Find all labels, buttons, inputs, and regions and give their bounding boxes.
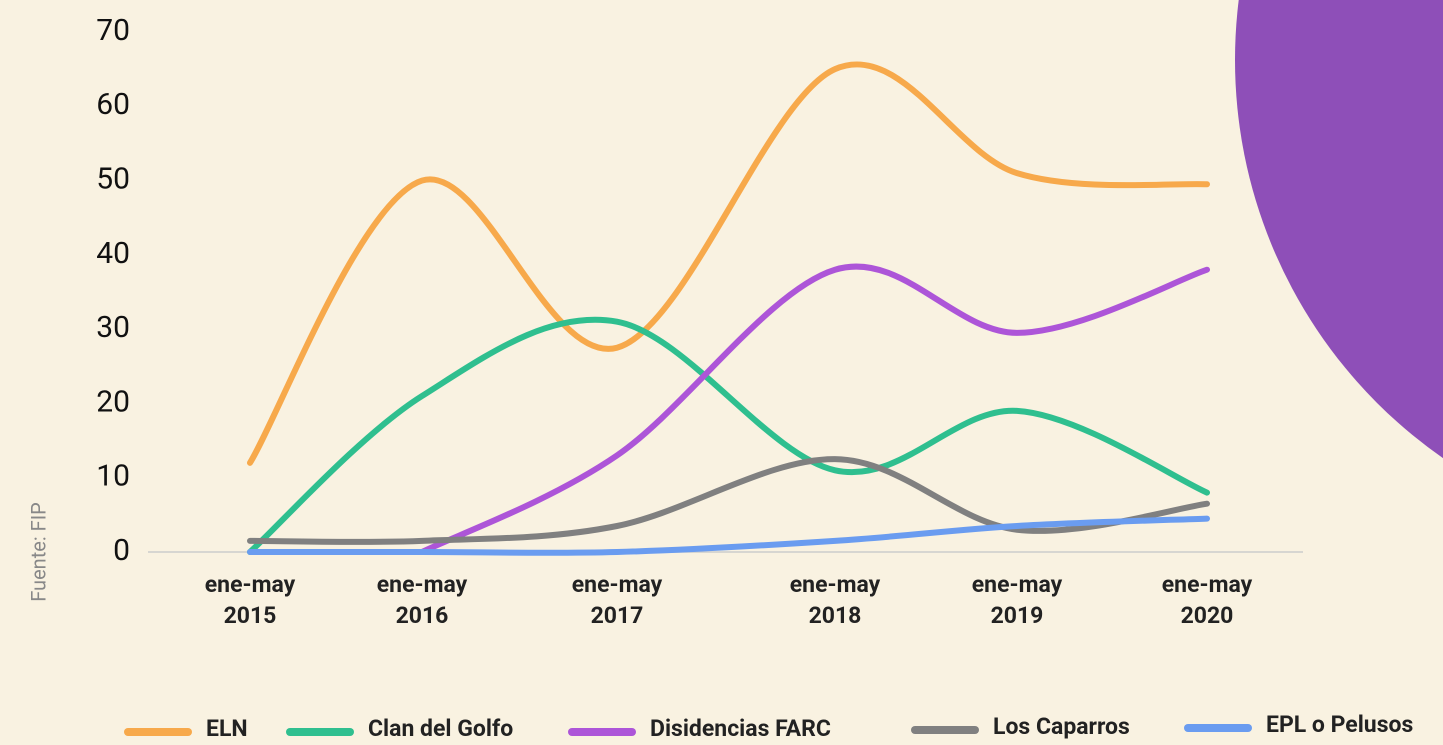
legend-label: Los Caparros	[993, 713, 1130, 740]
legend-label: ELN	[206, 715, 248, 742]
y-tick-label: 60	[96, 87, 130, 122]
series-line	[250, 459, 1207, 542]
y-tick-label: 20	[96, 384, 130, 419]
series-line	[250, 519, 1207, 553]
legend-label: EPL o Pelusos	[1266, 711, 1413, 738]
y-tick-label: 30	[96, 310, 130, 345]
series-line	[250, 64, 1207, 462]
source: Fuente: FIP	[26, 502, 50, 602]
y-tick-label: 50	[96, 161, 130, 196]
series-line	[422, 266, 1207, 552]
y-tick-label: 40	[96, 236, 130, 271]
legend-label: Clan del Golfo	[368, 715, 513, 742]
legend-label: Disidencias FARC	[650, 715, 831, 742]
y-tick-label: 70	[96, 13, 130, 48]
chart: Fuente: FIP 0 10 20 30 40 50 60 70 ene-may2015 en…	[0, 0, 1443, 745]
y-tick-label: 10	[96, 459, 130, 494]
decoration	[1235, 0, 1443, 545]
y-tick-label: 0	[113, 533, 130, 568]
